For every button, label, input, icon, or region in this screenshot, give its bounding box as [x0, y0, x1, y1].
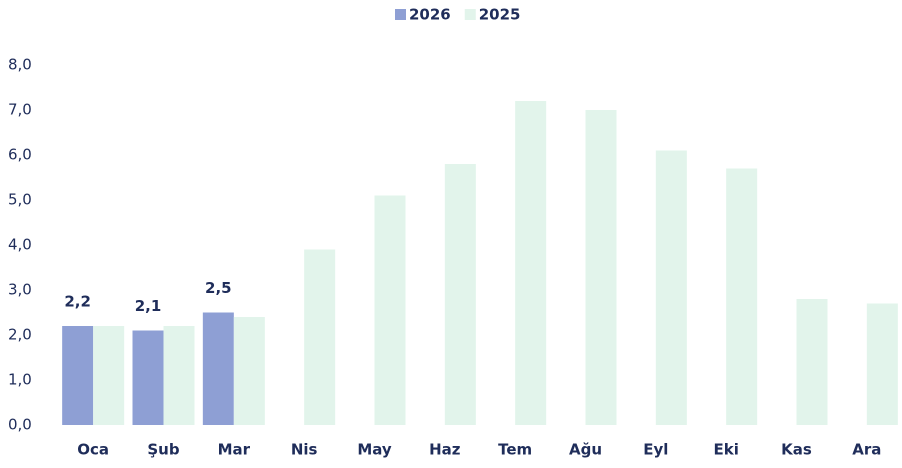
data-label: 2,2: [64, 293, 91, 311]
x-tick-label: Şub: [147, 441, 179, 459]
bar: [726, 168, 758, 425]
legend-swatch: [464, 9, 476, 20]
x-tick-label: Ara: [852, 441, 881, 459]
x-tick-label: Eyl: [643, 441, 668, 459]
x-tick-label: Eki: [713, 441, 738, 459]
bar: [233, 317, 265, 425]
x-tick-label: Mar: [218, 441, 251, 459]
bar: [515, 101, 547, 425]
bar: [304, 249, 336, 425]
y-tick-label: 3,0: [8, 281, 32, 299]
x-tick-label: Haz: [429, 441, 461, 459]
legend-label: 2025: [479, 6, 521, 24]
bar: [585, 110, 617, 425]
y-tick-label: 4,0: [8, 236, 32, 254]
x-tick-label: Tem: [498, 441, 532, 459]
bar: [62, 326, 94, 425]
data-label: 2,5: [205, 279, 232, 297]
bar: [93, 326, 125, 425]
legend-label: 2026: [409, 6, 451, 24]
x-tick-label: Nis: [291, 441, 318, 459]
legend-swatch: [395, 9, 406, 20]
bar: [655, 150, 687, 425]
y-tick-label: 8,0: [8, 56, 32, 74]
bar: [132, 330, 164, 425]
x-tick-label: Kas: [781, 441, 812, 459]
bar: [866, 303, 898, 425]
y-tick-label: 7,0: [8, 101, 32, 119]
bar: [202, 312, 234, 425]
y-tick-label: 5,0: [8, 191, 32, 209]
bar: [444, 164, 476, 425]
x-tick-label: Oca: [77, 441, 109, 459]
y-tick-label: 0,0: [8, 416, 32, 434]
x-tick-label: Ağu: [569, 441, 602, 459]
y-tick-label: 6,0: [8, 146, 32, 164]
bar: [163, 326, 195, 425]
y-tick-label: 2,0: [8, 326, 32, 344]
bar: [796, 299, 828, 425]
x-tick-label: May: [357, 441, 392, 459]
y-tick-label: 1,0: [8, 371, 32, 389]
data-label: 2,1: [135, 297, 162, 315]
bar: [374, 195, 406, 425]
